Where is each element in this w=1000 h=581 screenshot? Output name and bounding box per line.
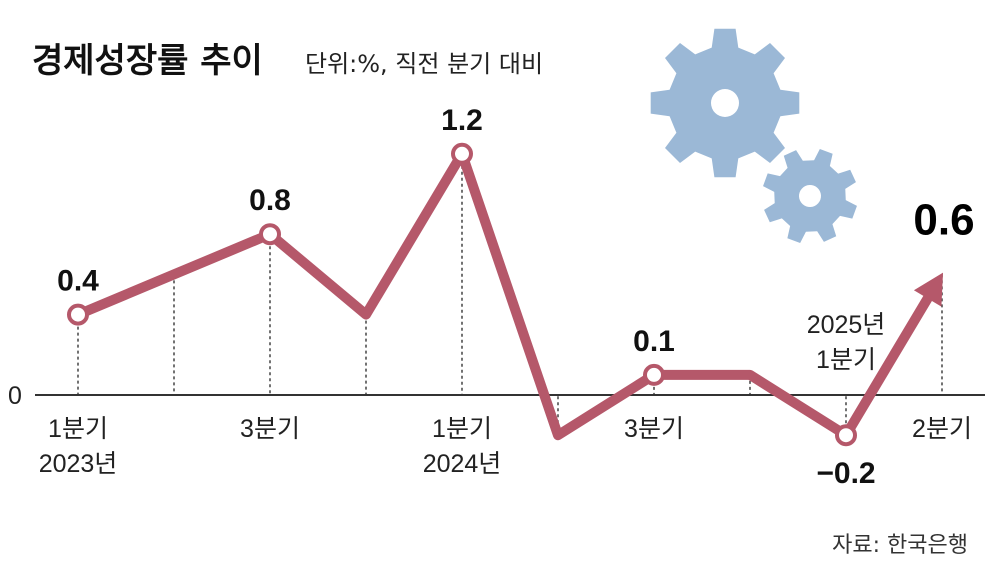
chart-title: 경제성장률 추이 <box>32 41 263 81</box>
point-marker <box>643 363 665 386</box>
point-marker <box>67 303 89 326</box>
unit-note: 단위:%, 직전 분기 대비 <box>305 50 543 78</box>
gears-decoration <box>650 28 857 243</box>
x-tick-label: 2024년 <box>423 450 502 478</box>
series-line <box>73 148 934 441</box>
point-marker <box>259 223 281 246</box>
data-labels: 0.4 0.8 1.2 0.1 −0.2 0.6 <box>57 104 974 490</box>
point-marker <box>835 424 857 447</box>
data-label: 1.2 <box>441 104 483 137</box>
gear-large-icon <box>650 28 800 178</box>
data-label: 0.6 <box>913 195 974 244</box>
x-tick-label: 3분기 <box>240 415 300 443</box>
point-markers <box>67 142 857 447</box>
data-label: 0.8 <box>249 184 291 217</box>
y-tick-zero: 0 <box>8 382 22 410</box>
x-tick-label: 2025년 <box>807 311 886 339</box>
data-label: 0.1 <box>633 325 675 358</box>
x-tick-label: 3분기 <box>624 415 684 443</box>
data-label: −0.2 <box>816 457 875 490</box>
x-tick-label: 1분기 <box>48 415 108 443</box>
gear-small-icon <box>763 149 857 243</box>
x-tick-label: 1분기 <box>816 346 876 374</box>
x-tick-label: 1분기 <box>432 415 492 443</box>
x-tick-label: 2023년 <box>39 450 118 478</box>
x-tick-label: 2분기 <box>912 415 972 443</box>
arrowhead-icon <box>913 272 944 307</box>
x-axis-tick-labels: 1분기 2023년 3분기 1분기 2024년 3분기 2025년 1분기 2분기 <box>39 311 972 478</box>
source-note: 자료: 한국은행 <box>832 533 968 558</box>
point-marker <box>451 142 473 165</box>
data-label: 0.4 <box>57 265 99 298</box>
